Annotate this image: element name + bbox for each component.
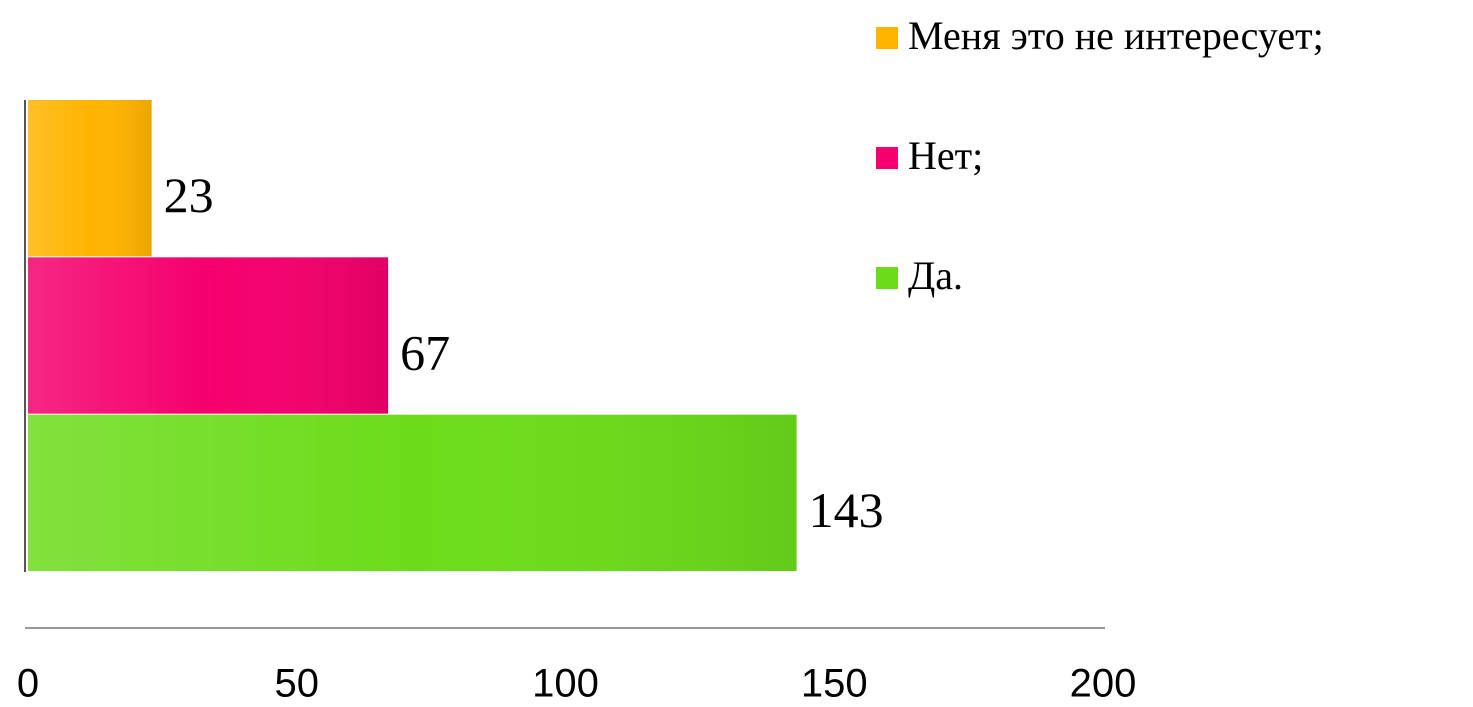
legend-label: Меня это не интересует; [908,13,1324,58]
value-label: 23 [164,167,214,223]
x-tick-label: 0 [17,662,39,706]
bar-shine [28,100,152,257]
x-tick-label: 200 [1070,662,1137,706]
legend-swatch [876,267,898,289]
legend-swatch [876,147,898,169]
x-tick-label: 100 [532,662,599,706]
x-tick-label: 50 [275,662,320,706]
x-tick-label: 150 [801,662,868,706]
bar-shine [28,414,797,571]
legend-label: Нет; [908,133,983,178]
value-label: 143 [809,482,884,538]
value-label: 67 [400,324,450,380]
legend-label: Да. [908,253,963,298]
legend-swatch [876,27,898,49]
bar-shine [28,257,389,414]
